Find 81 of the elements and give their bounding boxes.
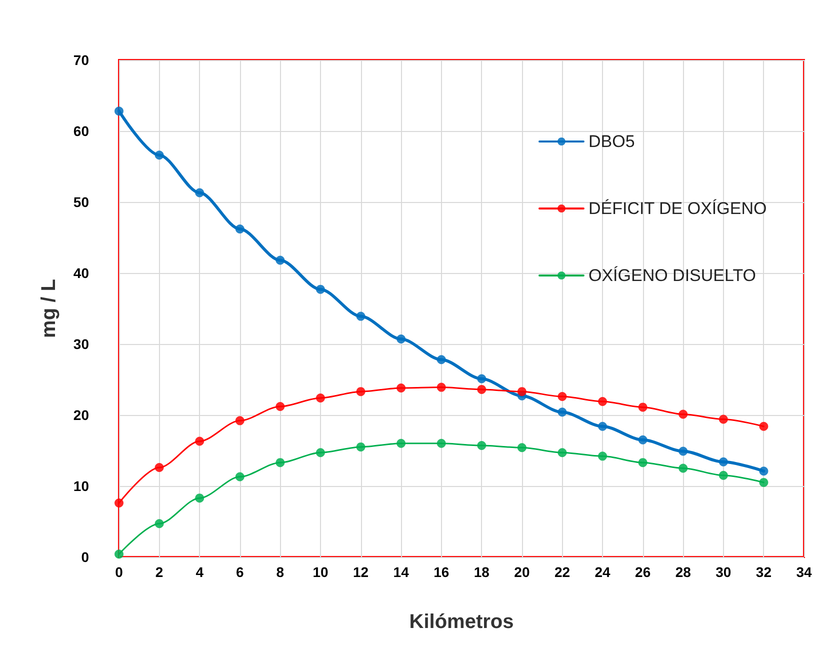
point [154,150,164,160]
x-tick-label: 26 [635,564,651,580]
point [114,106,124,116]
point [718,414,728,424]
point [598,422,608,431]
point [718,470,728,480]
point [316,448,325,458]
x-tick-label: 28 [675,564,692,580]
point [678,410,688,419]
point [558,408,567,417]
y-tick-label: 50 [73,194,90,210]
point [235,472,244,482]
x-tick-label: 10 [312,564,328,580]
x-axis-title: Kilómetros [409,611,514,633]
point [638,458,648,468]
legend-label: DBO5 [588,132,635,151]
point [276,256,285,265]
legend-label: OXÍGENO DISUELTO [588,266,756,285]
point [436,382,446,392]
legend-label: DÉFICIT DE OXÍGENO [588,199,767,218]
point [316,284,325,294]
point [759,478,768,487]
x-tick-label: 14 [393,564,410,580]
y-tick-label: 30 [73,336,90,352]
point [558,392,567,402]
point [154,463,164,472]
y-tick-label: 70 [73,52,90,68]
y-tick-label: 0 [81,549,90,565]
y-tick-label: 20 [73,407,90,423]
point [276,458,285,468]
point [436,355,446,364]
point [396,334,406,344]
point [517,443,526,452]
point [356,387,366,396]
y-tick-label: 40 [73,265,90,281]
point [718,457,728,466]
x-tick-label: 0 [115,564,124,580]
x-tick-label: 12 [352,564,369,580]
point [436,438,446,448]
point [678,464,688,473]
point [114,550,124,559]
point [396,438,406,448]
point [235,224,244,234]
point [195,494,204,503]
x-tick-label: 4 [196,564,204,580]
point [598,397,608,406]
point [396,384,406,393]
x-tick-label: 16 [434,564,450,580]
x-tick-label: 2 [155,564,164,580]
point [759,422,768,431]
x-tick-label: 34 [796,564,812,580]
point [638,402,648,412]
point [598,452,608,461]
point [114,498,124,508]
x-tick-label: 32 [756,564,772,580]
point [477,384,486,394]
point [154,519,164,528]
point [678,446,688,456]
x-tick-label: 18 [474,564,490,580]
point [517,387,526,396]
point [477,441,486,450]
x-tick-label: 6 [236,564,244,580]
point [356,442,366,452]
point [195,436,204,446]
x-tick-label: 20 [514,564,530,580]
x-tick-label: 8 [276,564,284,580]
x-tick-label: 22 [554,564,570,580]
x-tick-label: 24 [594,564,611,580]
point [638,435,648,444]
point [477,374,486,384]
point [759,466,768,476]
y-tick-label: 10 [73,478,90,494]
x-tick-label: 30 [716,564,732,580]
point [235,416,244,426]
point [356,312,366,321]
y-tick-label: 60 [73,123,90,139]
point [276,402,285,411]
point [316,393,325,402]
y-axis-title: mg / L [38,279,60,338]
point [195,188,204,198]
point [558,448,567,458]
